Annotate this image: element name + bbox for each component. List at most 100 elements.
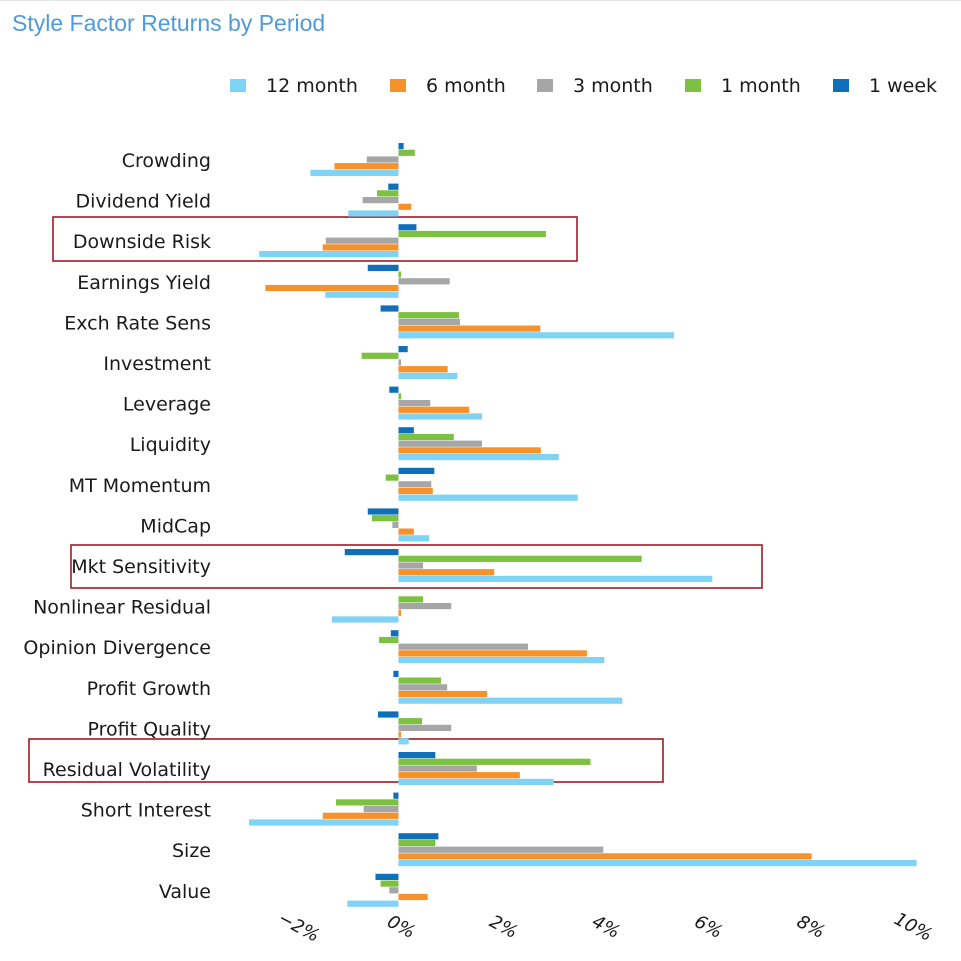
bar-crowding-6-month xyxy=(334,163,399,170)
highlight-box-downside-risk xyxy=(52,216,578,262)
bar-mt-momentum-12-month xyxy=(398,494,578,501)
category-label-crowding: Crowding xyxy=(122,150,211,172)
bar-nonlinear-residual-3-month xyxy=(398,603,452,610)
x-axis-ticks: −2% 0% 2% 4% 6% 8% 10% xyxy=(274,908,935,947)
bar-dividend-yield-12-month xyxy=(348,210,399,217)
category-label-mkt-sensitivity: Mkt Sensitivity xyxy=(71,556,211,578)
bar-value-3-month xyxy=(389,887,399,894)
category-label-dividend-yield: Dividend Yield xyxy=(75,191,211,213)
x-tick-label: 4% xyxy=(588,911,623,943)
bar-mkt-sensitivity-12-month xyxy=(398,575,713,582)
bar-investment-3-month xyxy=(398,359,402,366)
bar-earnings-yield-12-month xyxy=(325,291,399,298)
legend-swatch-12-month xyxy=(230,79,246,92)
highlight-box-mkt-sensitivity xyxy=(70,544,763,589)
bar-profit-growth-6-month xyxy=(398,690,488,698)
bar-earnings-yield-1-week xyxy=(367,264,399,271)
bar-mkt-sensitivity-1-month xyxy=(398,555,642,562)
legend-label-1-week: 1 week xyxy=(869,75,937,97)
bar-short-interest-6-month xyxy=(322,812,399,819)
category-label-value: Value xyxy=(159,881,211,903)
bar-residual-volatility-1-month xyxy=(398,758,591,765)
bar-short-interest-1-week xyxy=(393,792,399,799)
bar-profit-quality-3-month xyxy=(398,724,452,731)
bar-opinion-divergence-6-month xyxy=(398,650,587,657)
bar-value-12-month xyxy=(347,900,399,907)
bar-downside-risk-3-month xyxy=(325,237,399,244)
bar-size-3-month xyxy=(398,846,604,853)
bar-residual-volatility-3-month xyxy=(398,765,477,772)
bar-midcap-3-month xyxy=(392,521,399,528)
category-label-midcap: MidCap xyxy=(140,515,211,537)
bar-exch-rate-sens-6-month xyxy=(398,325,541,332)
legend-swatch-3-month xyxy=(537,79,553,92)
bar-profit-quality-1-month xyxy=(398,718,423,725)
bar-downside-risk-6-month xyxy=(322,244,399,251)
bar-exch-rate-sens-1-month xyxy=(398,312,459,319)
bar-earnings-yield-6-month xyxy=(265,284,399,292)
bar-profit-growth-1-month xyxy=(398,677,441,684)
highlight-boxes xyxy=(28,216,763,783)
bar-dividend-yield-3-month xyxy=(362,197,399,204)
category-labels: Crowding Dividend Yield Downside Risk Earni… xyxy=(23,150,211,903)
bar-residual-volatility-12-month xyxy=(398,778,554,785)
bar-value-1-month xyxy=(380,880,399,887)
x-tick-label: 6% xyxy=(691,911,726,943)
highlight-box-residual-volatility xyxy=(28,738,664,783)
legend-label-6-month: 6 month xyxy=(426,75,506,97)
legend-label-1-month: 1 month xyxy=(721,75,801,97)
bar-profit-quality-1-week xyxy=(378,711,399,718)
bar-dividend-yield-1-week xyxy=(388,183,399,190)
bar-exch-rate-sens-12-month xyxy=(398,332,674,339)
bar-size-1-week xyxy=(398,833,439,840)
category-label-nonlinear-residual: Nonlinear Residual xyxy=(33,597,211,619)
bar-earnings-yield-3-month xyxy=(398,278,450,285)
bar-earnings-yield-1-month xyxy=(398,271,402,278)
x-tick-label: 0% xyxy=(384,911,419,943)
bar-residual-volatility-6-month xyxy=(398,772,520,779)
bars xyxy=(248,143,917,907)
bar-liquidity-3-month xyxy=(398,440,482,447)
bar-profit-growth-12-month xyxy=(398,697,623,704)
bar-size-6-month xyxy=(398,853,812,860)
bar-liquidity-6-month xyxy=(398,447,541,454)
category-label-size: Size xyxy=(172,840,211,862)
bar-profit-quality-12-month xyxy=(398,738,409,745)
bar-leverage-6-month xyxy=(398,406,470,413)
bar-mt-momentum-6-month xyxy=(398,487,433,495)
bar-opinion-divergence-12-month xyxy=(398,657,605,664)
bar-mt-momentum-1-week xyxy=(398,467,435,474)
bar-short-interest-12-month xyxy=(248,819,399,826)
bar-liquidity-12-month xyxy=(398,454,559,461)
bar-size-12-month xyxy=(398,860,917,867)
category-label-profit-quality: Profit Quality xyxy=(88,718,212,740)
bar-mt-momentum-3-month xyxy=(398,481,432,488)
legend-swatch-1-week xyxy=(833,79,849,92)
bar-crowding-1-week xyxy=(398,143,404,150)
bar-value-6-month xyxy=(398,893,428,901)
bar-midcap-12-month xyxy=(398,535,430,542)
bar-value-1-week xyxy=(375,873,399,880)
top-border xyxy=(0,0,961,1)
bar-investment-6-month xyxy=(398,366,448,373)
bar-mkt-sensitivity-6-month xyxy=(398,569,495,576)
bar-investment-12-month xyxy=(398,372,458,379)
bar-size-1-month xyxy=(398,839,436,847)
legend-label-12-month: 12 month xyxy=(266,75,358,97)
bar-leverage-1-week xyxy=(389,386,399,393)
chart-title: Style Factor Returns by Period xyxy=(12,10,326,36)
bar-midcap-6-month xyxy=(398,528,414,535)
bar-profit-growth-3-month xyxy=(398,684,448,691)
bar-midcap-1-month xyxy=(371,515,399,522)
bar-crowding-1-month xyxy=(398,149,415,156)
bar-mkt-sensitivity-3-month xyxy=(398,562,424,569)
category-label-leverage: Leverage xyxy=(123,394,211,416)
bar-downside-risk-12-month xyxy=(259,251,399,258)
category-label-short-interest: Short Interest xyxy=(81,800,211,822)
bar-nonlinear-residual-6-month xyxy=(398,609,402,616)
bar-leverage-3-month xyxy=(398,400,431,407)
legend-swatch-6-month xyxy=(390,79,406,92)
bar-leverage-1-month xyxy=(398,393,402,400)
bar-nonlinear-residual-12-month xyxy=(331,616,399,623)
